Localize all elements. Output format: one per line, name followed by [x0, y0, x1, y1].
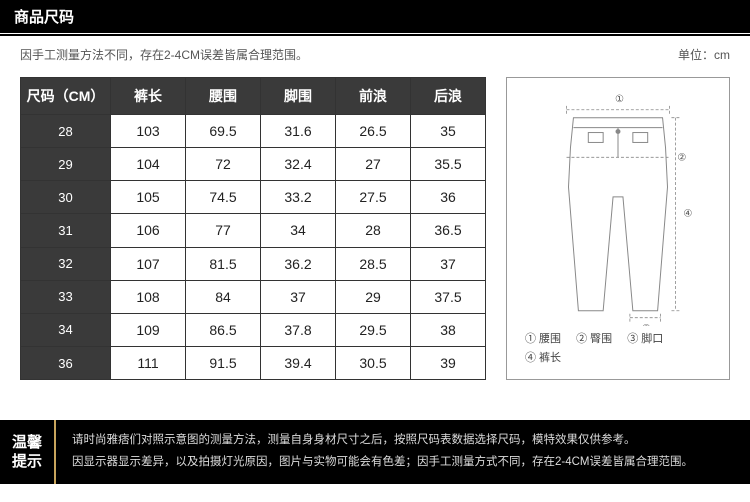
section-title: 商品尺码 — [14, 9, 74, 26]
main-content: 尺码（CM） 裤长 腰围 脚围 前浪 后浪 2810369.531.626.53… — [0, 77, 750, 400]
value-cell: 103 — [111, 115, 186, 148]
value-cell: 28 — [336, 214, 411, 247]
value-cell: 111 — [111, 346, 186, 379]
value-cell: 69.5 — [186, 115, 261, 148]
size-cell: 30 — [21, 181, 111, 214]
size-cell: 33 — [21, 280, 111, 313]
table-row: 3310884372937.5 — [21, 280, 486, 313]
value-cell: 107 — [111, 247, 186, 280]
pants-diagram: ① ② ④ ③ ① 腰围 ② 臀围 ③ 脚口 ④ 裤长 — [506, 77, 730, 380]
tip-label-1: 温馨 — [12, 433, 42, 453]
value-cell: 33.2 — [261, 181, 336, 214]
value-cell: 31.6 — [261, 115, 336, 148]
marker-2: ② — [677, 152, 686, 163]
size-cell: 32 — [21, 247, 111, 280]
table-row: 2810369.531.626.535 — [21, 115, 486, 148]
value-cell: 38 — [411, 313, 486, 346]
value-cell: 36 — [411, 181, 486, 214]
value-cell: 37 — [411, 247, 486, 280]
value-cell: 86.5 — [186, 313, 261, 346]
size-cell: 34 — [21, 313, 111, 346]
value-cell: 74.5 — [186, 181, 261, 214]
col-back: 后浪 — [411, 78, 486, 115]
value-cell: 27 — [336, 148, 411, 181]
value-cell: 35.5 — [411, 148, 486, 181]
size-cell: 29 — [21, 148, 111, 181]
value-cell: 39.4 — [261, 346, 336, 379]
legend-item: ① 腰围 — [525, 333, 561, 345]
value-cell: 77 — [186, 214, 261, 247]
tip-line-1: 请时尚雅痞们对照示意图的测量方法，测量自身身材尺寸之后，按照尺码表数据选择尺码，… — [72, 430, 734, 452]
value-cell: 109 — [111, 313, 186, 346]
value-cell: 105 — [111, 181, 186, 214]
value-cell: 37.8 — [261, 313, 336, 346]
unit-label: 单位：cm — [678, 46, 730, 63]
value-cell: 29.5 — [336, 313, 411, 346]
value-cell: 35 — [411, 115, 486, 148]
legend-item: ③ 脚口 — [627, 333, 663, 345]
legend-item: ④ 裤长 — [525, 352, 561, 364]
table-row: 3410986.537.829.538 — [21, 313, 486, 346]
table-row: 3110677342836.5 — [21, 214, 486, 247]
table-row: 3210781.536.228.537 — [21, 247, 486, 280]
table-row: 3010574.533.227.536 — [21, 181, 486, 214]
value-cell: 28.5 — [336, 247, 411, 280]
section-header: 商品尺码 — [0, 0, 750, 33]
note-row: 因手工测量方法不同，存在2-4CM误差皆属合理范围。 单位：cm — [0, 36, 750, 77]
table-header-row: 尺码（CM） 裤长 腰围 脚围 前浪 后浪 — [21, 78, 486, 115]
tip-text: 请时尚雅痞们对照示意图的测量方法，测量自身身材尺寸之后，按照尺码表数据选择尺码，… — [56, 420, 750, 484]
value-cell: 37 — [261, 280, 336, 313]
value-cell: 36.2 — [261, 247, 336, 280]
col-leg: 脚围 — [261, 78, 336, 115]
value-cell: 39 — [411, 346, 486, 379]
value-cell: 106 — [111, 214, 186, 247]
table-row: 3611191.539.430.539 — [21, 346, 486, 379]
size-table: 尺码（CM） 裤长 腰围 脚围 前浪 后浪 2810369.531.626.53… — [20, 77, 486, 380]
value-cell: 84 — [186, 280, 261, 313]
tip-bar: 温馨 提示 请时尚雅痞们对照示意图的测量方法，测量自身身材尺寸之后，按照尺码表数… — [0, 420, 750, 484]
tip-label: 温馨 提示 — [0, 420, 56, 484]
value-cell: 32.4 — [261, 148, 336, 181]
col-waist: 腰围 — [186, 78, 261, 115]
diagram-legend: ① 腰围 ② 臀围 ③ 脚口 ④ 裤长 — [519, 326, 717, 370]
col-size: 尺码（CM） — [21, 78, 111, 115]
value-cell: 81.5 — [186, 247, 261, 280]
measurement-note: 因手工测量方法不同，存在2-4CM误差皆属合理范围。 — [20, 46, 308, 63]
size-cell: 36 — [21, 346, 111, 379]
marker-1: ① — [615, 94, 624, 105]
tip-label-2: 提示 — [12, 452, 42, 472]
tip-line-2: 因显示器显示差异，以及拍摄灯光原因，图片与实物可能会有色差；因手工测量方式不同，… — [72, 452, 734, 474]
value-cell: 34 — [261, 214, 336, 247]
marker-4: ④ — [683, 209, 692, 220]
value-cell: 27.5 — [336, 181, 411, 214]
legend-item: ② 臀围 — [576, 333, 612, 345]
value-cell: 36.5 — [411, 214, 486, 247]
size-cell: 31 — [21, 214, 111, 247]
table-row: 291047232.42735.5 — [21, 148, 486, 181]
col-front: 前浪 — [336, 78, 411, 115]
value-cell: 37.5 — [411, 280, 486, 313]
value-cell: 29 — [336, 280, 411, 313]
value-cell: 108 — [111, 280, 186, 313]
size-cell: 28 — [21, 115, 111, 148]
pants-svg: ① ② ④ ③ — [519, 88, 717, 326]
value-cell: 91.5 — [186, 346, 261, 379]
value-cell: 104 — [111, 148, 186, 181]
value-cell: 26.5 — [336, 115, 411, 148]
col-length: 裤长 — [111, 78, 186, 115]
value-cell: 30.5 — [336, 346, 411, 379]
value-cell: 72 — [186, 148, 261, 181]
